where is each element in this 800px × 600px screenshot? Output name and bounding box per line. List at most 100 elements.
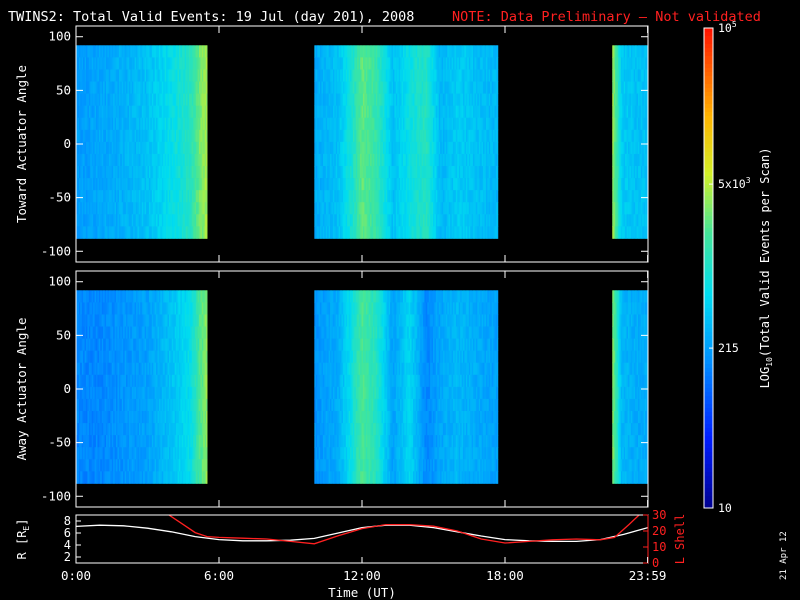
heatmap-cell [137,105,140,119]
heatmap-cell [400,141,402,155]
heatmap-cell [178,129,181,143]
heatmap-cell [627,69,630,82]
heatmap-cell [88,190,91,203]
heatmap-cell [427,81,430,94]
heatmap-cell [110,214,113,227]
heatmap-cell [187,105,190,119]
heatmap-cell [178,81,181,94]
heatmap-cell [128,45,131,58]
heatmap-cell [317,57,320,70]
heatmap-cell [128,202,131,215]
heatmap-cell [160,81,163,94]
heatmap-cell [485,117,488,131]
heatmap-cell [147,57,150,70]
heatmap-cell [157,117,160,131]
heatmap-cell [455,165,458,179]
heatmap-cell [377,202,380,215]
heatmap-cell [151,129,154,143]
heatmap-cell [443,129,445,143]
heatmap-cell [114,129,117,143]
heatmap-cell [471,129,474,143]
heatmap-cell [194,45,197,58]
heatmap-cell [197,81,200,94]
heatmap-cell [468,165,471,179]
heatmap-cell [150,57,153,70]
heatmap-cell [361,165,364,179]
heatmap-cell [93,178,95,191]
heatmap-cell [90,129,93,143]
heatmap-cell [130,81,133,94]
preliminary-note: NOTE: Data Preliminary – Not validated [452,9,761,25]
heatmap-cell [619,214,622,227]
heatmap-cell [173,129,176,143]
heatmap-cell [320,45,322,58]
heatmap-cell [177,117,180,131]
heatmap-cell [445,81,448,94]
heatmap-cell [465,45,468,58]
heatmap-cell [87,45,90,58]
heatmap-cell [314,117,317,131]
heatmap-cell [103,69,105,82]
heatmap-cell [94,45,97,58]
heatmap-cell [140,117,143,131]
heatmap-cell [160,226,163,239]
heatmap-cell [96,45,98,58]
heatmap-cell [415,57,418,70]
heatmap-cell [358,45,361,58]
heatmap-cell [417,69,420,82]
heatmap-column [191,45,194,239]
heatmap-cell [438,165,441,179]
heatmap-cell [114,81,117,94]
heatmap-cell [441,141,444,155]
heatmap-cell [390,190,392,203]
heatmap-cell [124,214,127,227]
heatmap-cell [357,93,360,107]
heatmap-cell [126,141,128,155]
heatmap-cell [315,141,318,155]
heatmap-cell [495,81,498,94]
heatmap-cell [133,141,136,155]
heatmap-cell [616,190,619,203]
heatmap-cell [184,93,187,107]
heatmap-cell [481,226,484,239]
heatmap-cell [197,190,200,203]
heatmap-cell [88,226,91,239]
heatmap-column [460,45,463,239]
heatmap-cell [451,202,454,215]
heatmap-cell [93,69,95,82]
heatmap-column [331,45,334,239]
heatmap-cell [181,81,184,94]
heatmap-cell [364,226,367,239]
heatmap-cell [134,214,137,227]
heatmap-cell [355,57,358,70]
heatmap-cell [485,57,488,70]
heatmap-cell [405,81,408,94]
heatmap-cell [178,202,181,215]
heatmap-cell [494,190,497,203]
heatmap-cell [622,202,625,215]
heatmap-cell [176,45,178,58]
heatmap-cell [147,141,150,155]
heatmap-column [134,45,137,239]
heatmap-cell [380,93,382,107]
heatmap-cell [454,81,457,94]
heatmap-cell [473,117,475,131]
heatmap-cell [430,226,432,239]
heatmap-cell [451,226,454,239]
heatmap-cell [401,153,404,167]
heatmap-cell [181,93,184,107]
heatmap-cell [365,226,368,239]
heatmap-cell [113,69,116,82]
heatmap-cell [190,202,193,215]
heatmap-cell [463,129,465,143]
heatmap-column [478,45,481,239]
heatmap-cell [395,81,398,94]
heatmap-cell [478,178,481,191]
heatmap-cell [77,165,80,179]
heatmap-cell [423,57,425,70]
heatmap-cell [463,178,465,191]
heatmap-cell [103,81,105,94]
heatmap-column [352,45,355,239]
heatmap-cell [130,45,133,58]
heatmap-cell [108,81,111,94]
